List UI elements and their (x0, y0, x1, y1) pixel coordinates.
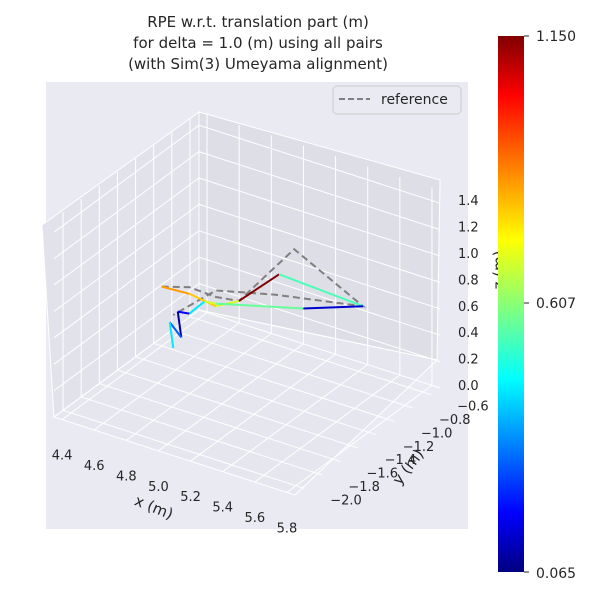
colorbar-label-min: 0.065 (536, 566, 576, 582)
grid-line-z (198, 203, 441, 283)
grid-line-y (135, 356, 377, 436)
z-tick-label: 0.6 (458, 300, 479, 315)
grid-line-y (189, 316, 432, 396)
x-tick-label: 5.6 (244, 511, 265, 526)
grid-line-y (153, 342, 395, 422)
grid-line-x (158, 343, 304, 452)
grid-line-x (190, 353, 336, 462)
legend-label: reference (381, 92, 448, 108)
grid-line-z (198, 151, 441, 231)
grid-line-z (198, 256, 441, 336)
x-tick-labels: 4.4 4.6 4.8 5.0 5.2 5.4 5.6 5.8 (52, 449, 298, 537)
colorbar (498, 36, 524, 572)
estimate-segment-10 (176, 311, 183, 338)
z-tick-labels: 0.0 0.2 0.4 0.6 0.8 1.0 1.2 1.4 (458, 194, 479, 394)
y-tick-label: −1.0 (421, 426, 453, 441)
grid-line-z (198, 177, 441, 257)
grid-line-z (53, 256, 200, 365)
x-tick-label: 5.2 (180, 490, 201, 505)
x-tick-label: 5.0 (148, 480, 169, 495)
y-tick-label: −0.6 (457, 400, 489, 415)
z-tick-label: 0.8 (458, 273, 479, 288)
chart-title-line-3: (with Sim(3) Umeyama alignment) (128, 55, 388, 73)
grid-line-z (53, 177, 200, 286)
chart-title-line-1: RPE w.r.t. translation part (m) (147, 13, 369, 31)
grid-lines (53, 114, 441, 493)
z-tick-label: 0.0 (458, 379, 479, 394)
grid-line-z (53, 283, 200, 392)
grid-line-x (286, 384, 433, 493)
grid-line-y (99, 383, 341, 463)
estimate-segment-0 (161, 285, 190, 295)
legend-box (332, 85, 462, 115)
colorbar-label-mid: 0.607 (536, 296, 576, 312)
grid-line-z (53, 203, 200, 312)
y-tick-label: −0.8 (439, 413, 471, 428)
estimate-segment-4 (278, 273, 364, 308)
z-tick-label: 1.0 (458, 247, 479, 262)
y-tick-label: −1.2 (403, 440, 435, 455)
grid-line-y (171, 329, 413, 409)
estimate-segment-9 (177, 310, 190, 315)
estimate-segment-1 (188, 292, 217, 308)
grid-line-y (81, 396, 323, 476)
x-tick-label: 5.4 (212, 501, 233, 516)
grid-line-z (53, 230, 200, 339)
estimate-segment-8 (188, 300, 205, 315)
grid-line-x (254, 374, 401, 483)
x-tick-label: 4.6 (84, 459, 105, 474)
z-tick-label: 1.2 (458, 221, 479, 236)
chart-title-line-2: for delta = 1.0 (m) using all pairs (133, 34, 383, 52)
y-tick-label: −1.8 (348, 480, 380, 495)
grid-line-z (198, 124, 441, 204)
reference-path (161, 247, 367, 316)
x-tick-label: 4.4 (52, 449, 73, 464)
estimate-segment-11 (168, 321, 183, 338)
grid-line-x (222, 364, 368, 473)
z-tick-label: 0.2 (458, 353, 479, 368)
x-tick-label: 4.8 (116, 469, 137, 484)
grid-line-x (126, 332, 272, 441)
colorbar-label-max: 1.150 (536, 29, 576, 45)
estimate-segment-6 (215, 302, 304, 310)
grid-line-z (198, 283, 441, 363)
grid-line-x (93, 322, 240, 431)
estimate-segment-3 (238, 273, 280, 302)
legend: reference (332, 85, 462, 115)
estimate-segment-12 (168, 322, 175, 349)
z-tick-label: 0.4 (458, 326, 479, 341)
z-tick-label: 1.4 (458, 194, 479, 209)
grid-line-z (53, 124, 200, 233)
colorbar-ticks: 1.150 0.607 0.065 (524, 29, 576, 582)
grid-line-y (117, 369, 359, 449)
y-tick-label: −1.6 (367, 467, 399, 482)
x-tick-label: 5.8 (277, 521, 298, 536)
y-tick-labels: −2.0−1.8−1.6−1.4−1.2−1.0−0.8−0.6 (330, 400, 488, 509)
grid-line-x (61, 312, 208, 421)
estimate-segment-7 (204, 300, 217, 305)
grid-line-z (198, 309, 441, 389)
y-tick-label: −1.4 (385, 453, 417, 468)
grid-line-y (62, 409, 305, 489)
y-tick-label: −2.0 (330, 493, 362, 508)
estimate-segment-5 (303, 305, 364, 310)
estimate-segments (161, 273, 364, 349)
grid-line-z (53, 151, 200, 260)
